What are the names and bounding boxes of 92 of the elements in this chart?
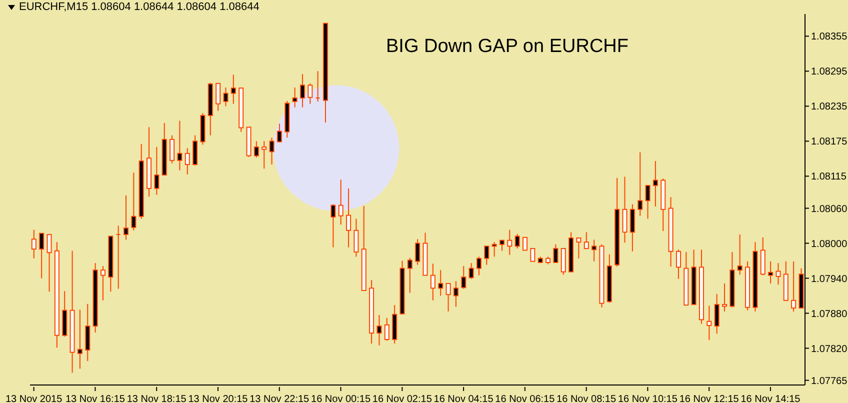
candlestick — [676, 249, 681, 280]
candlestick — [154, 146, 160, 196]
candlestick — [223, 87, 228, 107]
candlestick — [354, 218, 359, 258]
candlestick — [706, 305, 712, 341]
candlestick — [507, 229, 512, 256]
candlestick — [131, 172, 136, 231]
y-tick-label: 1.07940 — [811, 274, 848, 285]
candlestick — [170, 134, 175, 164]
candlestick — [492, 242, 497, 258]
candlestick — [776, 262, 781, 286]
y-tick-label: 1.08000 — [811, 238, 848, 250]
candlestick — [476, 256, 482, 276]
candlestick — [576, 238, 582, 259]
candlestick — [46, 234, 52, 292]
candlestick — [622, 176, 628, 244]
candlestick — [376, 314, 382, 346]
candlestick — [276, 123, 282, 143]
candlestick — [468, 262, 474, 280]
candlestick — [184, 148, 190, 175]
y-tick-label: 1.08060 — [811, 204, 848, 215]
candlestick — [553, 244, 558, 263]
candlestick — [338, 179, 344, 226]
y-tick-label: 1.08235 — [811, 102, 848, 113]
candlestick — [768, 260, 774, 284]
candlestick — [384, 317, 390, 342]
candlestick — [269, 137, 274, 165]
x-tick-label: 16 Nov 06:15 — [495, 394, 556, 403]
candlestick — [530, 248, 536, 262]
candlestick — [714, 294, 720, 334]
x-tick-label: 16 Nov 02:15 — [372, 394, 432, 403]
candlestick — [100, 266, 106, 301]
candlestick — [315, 70, 320, 102]
y-tick-label: 1.07880 — [811, 308, 848, 320]
candlestick — [192, 134, 198, 166]
candlestick — [415, 238, 420, 266]
y-tick-label: 1.08295 — [811, 66, 848, 78]
candlestick — [39, 232, 44, 279]
y-tick-label: 1.08175 — [811, 136, 848, 148]
x-tick-label: 16 Nov 14:15 — [740, 394, 801, 403]
candlestick — [645, 185, 650, 220]
candlestick — [652, 160, 658, 207]
candlestick — [116, 225, 121, 290]
candlestick — [453, 280, 458, 308]
x-tick-label: 13 Nov 18:15 — [126, 394, 187, 403]
y-tick-label: 1.07820 — [811, 344, 848, 355]
x-tick-label: 16 Nov 00:15 — [311, 394, 371, 403]
candlestick — [737, 234, 742, 276]
x-tick-label: 16 Nov 08:15 — [556, 394, 616, 403]
candlestick — [461, 266, 466, 290]
x-tick-label: 16 Nov 04:15 — [434, 394, 494, 403]
candlestick — [300, 74, 305, 108]
candlestick — [292, 87, 298, 108]
x-tick-label: 16 Nov 12:15 — [679, 394, 740, 403]
x-tick-label: 13 Nov 20:15 — [188, 394, 248, 403]
candlestick — [499, 240, 504, 252]
candlestick — [216, 82, 221, 112]
candlestick — [230, 74, 236, 104]
candlestick — [514, 233, 520, 249]
candlestick — [438, 270, 444, 296]
x-tick-label: 13 Nov 2015 — [5, 394, 63, 403]
candlestick — [308, 82, 313, 104]
candlestick — [638, 152, 643, 216]
candlestick — [346, 188, 352, 248]
y-tick-label: 1.08115 — [811, 172, 847, 183]
candlestick — [430, 263, 436, 301]
candlestick — [446, 283, 451, 312]
candlestick — [630, 204, 635, 252]
candlestick — [330, 204, 336, 248]
candlestick — [31, 229, 36, 259]
candlestick — [262, 140, 267, 170]
candlestick — [124, 194, 128, 240]
candlestick — [760, 236, 766, 276]
candlestick — [560, 248, 566, 276]
x-tick-label: 13 Nov 16:15 — [65, 394, 126, 403]
candlestick — [584, 232, 589, 250]
y-tick-label: 1.07765 — [811, 376, 848, 387]
candlestick — [177, 120, 182, 171]
x-tick-label: 16 Nov 10:15 — [618, 394, 678, 403]
chart-title: EURCHF,M15 1.08604 1.08644 1.08604 1.08644 — [19, 1, 260, 13]
candlestick — [522, 236, 528, 251]
candlestick — [592, 239, 597, 262]
y-tick-label: 1.08355 — [811, 32, 848, 43]
candlestick — [77, 309, 82, 370]
candlestick — [85, 303, 90, 362]
candlestick — [484, 246, 490, 266]
annotation: BIG Down GAP on EURCHF — [386, 36, 629, 58]
candlestick — [407, 257, 412, 294]
x-tick-label: 13 Nov 22:15 — [250, 394, 310, 403]
candlestick — [791, 260, 796, 312]
candlestick — [722, 283, 728, 312]
candlestick — [254, 140, 259, 158]
